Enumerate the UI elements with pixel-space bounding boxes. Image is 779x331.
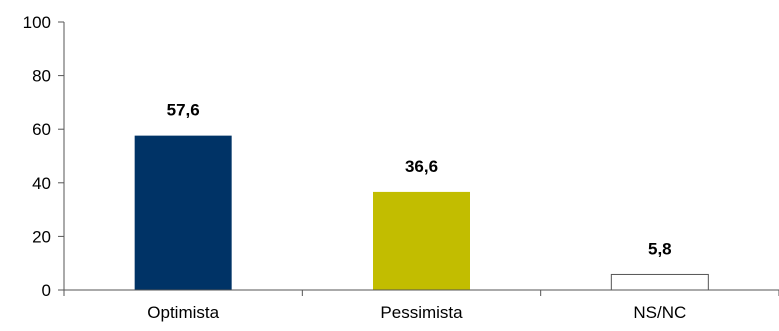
data-label: 57,6 [167,101,200,120]
y-axis-tick-labels: 0 20 40 60 80 100 [23,13,51,300]
y-tick-label: 0 [42,281,51,300]
y-tick-label: 20 [32,227,51,246]
bar-ns-nc [610,273,709,291]
data-labels: 57,6 36,6 5,8 [167,101,672,259]
bars [134,135,709,291]
x-category-label: Pessimista [380,303,463,322]
bar-pessimista [373,191,470,290]
x-category-label: NS/NC [633,303,686,322]
x-axis-ticks [63,290,779,296]
data-label: 36,6 [405,157,438,176]
y-tick-label: 60 [32,120,51,139]
bar-optimista [134,135,232,290]
x-axis-category-labels: Optimista Pessimista NS/NC [147,303,686,322]
y-tick-label: 80 [32,67,51,86]
data-label: 5,8 [648,239,672,258]
x-category-label: Optimista [147,303,219,322]
y-tick-label: 40 [32,174,51,193]
y-axis-ticks [58,21,64,291]
y-tick-label: 100 [23,13,51,32]
